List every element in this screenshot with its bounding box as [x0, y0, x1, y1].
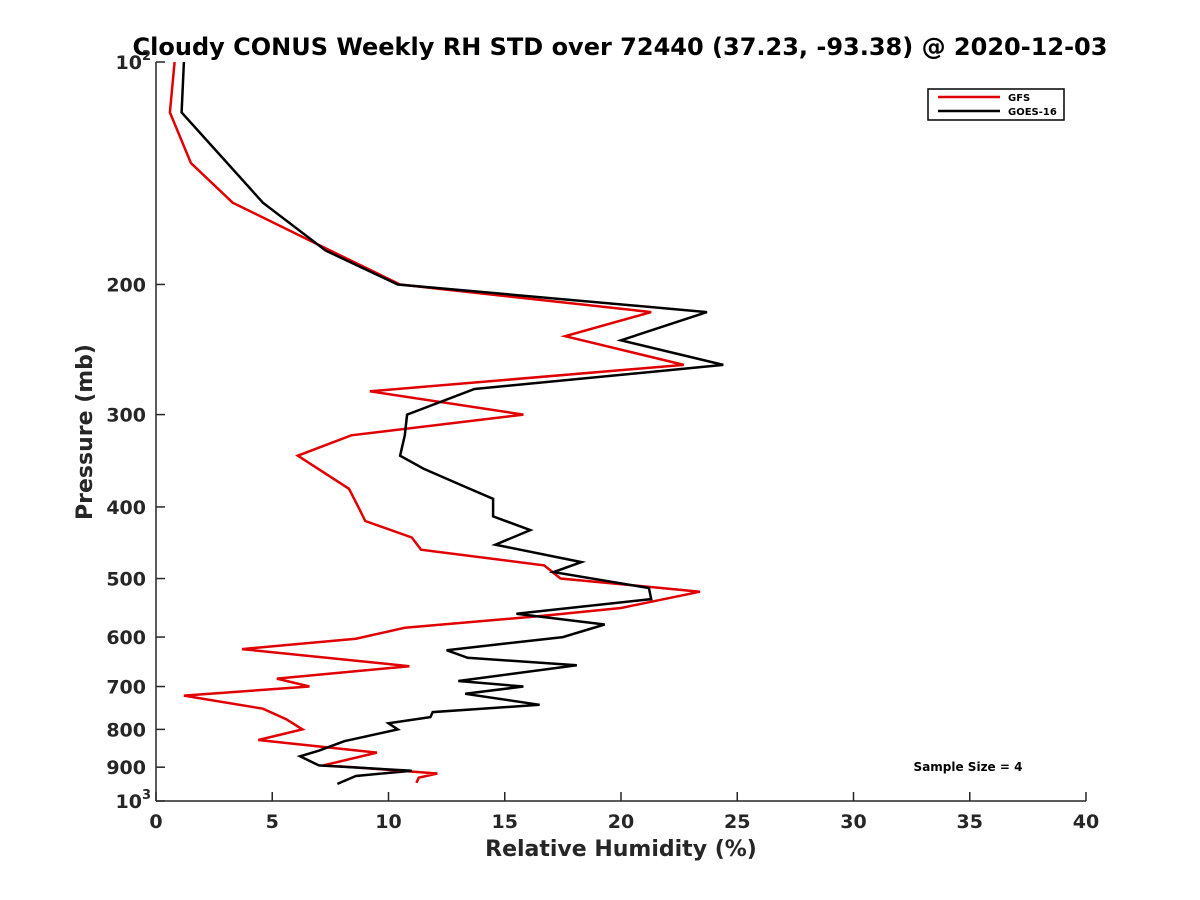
y-tick-label: 800: [106, 719, 146, 741]
y-tick-label: 300: [106, 405, 146, 427]
y-tick-exponent: 2: [142, 49, 151, 64]
y-axis-label: Pressure (mb): [73, 344, 98, 520]
sample-size-annotation: Sample Size = 4: [914, 760, 1023, 774]
x-tick-label: 15: [492, 811, 518, 833]
x-tick-label: 10: [375, 811, 401, 833]
y-tick-label: 400: [106, 497, 146, 519]
y-tick-label: 200: [106, 274, 146, 296]
x-axis-label: Relative Humidity (%): [485, 837, 757, 862]
y-tick-label: 900: [106, 757, 146, 779]
chart-title: Cloudy CONUS Weekly RH STD over 72440 (3…: [133, 33, 1108, 61]
x-tick-label: 30: [840, 811, 866, 833]
series-line-goes16: [180, 61, 724, 786]
legend-box: [927, 88, 1065, 121]
x-tick-label: 20: [608, 811, 634, 833]
series-layer: [168, 61, 724, 786]
legend-label-gfs: GFS: [1008, 93, 1030, 104]
x-tick-label: 5: [266, 811, 279, 833]
legend: GFS GOES-16: [927, 88, 1065, 121]
legend-label-goes16: GOES-16: [1008, 107, 1057, 118]
y-tick-label: 700: [106, 677, 146, 699]
y-tick-label: 500: [106, 569, 146, 591]
x-tick-label: 35: [957, 811, 983, 833]
x-axis-ticks: 0 5 10 15 20 25 30 35 40: [149, 792, 1099, 833]
y-tick-label: 10: [116, 52, 142, 74]
y-tick-label: 600: [106, 627, 146, 649]
y-tick-exponent: 3: [142, 788, 151, 803]
y-tick-label: 10: [116, 791, 142, 813]
x-tick-label: 0: [149, 811, 162, 833]
x-tick-label: 25: [724, 811, 750, 833]
x-tick-label: 40: [1073, 811, 1099, 833]
